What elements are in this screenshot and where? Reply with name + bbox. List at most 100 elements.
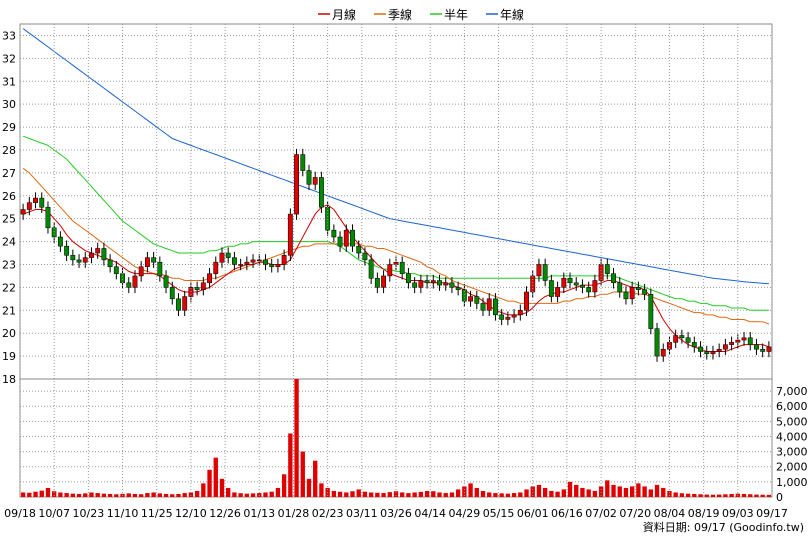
- price-tick-label: 19: [2, 350, 16, 363]
- candle-body: [306, 170, 312, 185]
- price-tick-label: 21: [2, 304, 16, 317]
- volume-bar: [52, 491, 57, 497]
- volume-bar: [505, 493, 511, 497]
- candle-body: [194, 287, 200, 290]
- candle-body: [250, 259, 256, 263]
- price-tick-label: 24: [2, 236, 16, 249]
- volume-bar: [443, 493, 448, 497]
- volume-bar: [499, 493, 504, 497]
- volume-bar: [107, 493, 113, 497]
- x-tick-label: 08/19: [688, 507, 720, 520]
- candle-body: [443, 282, 449, 286]
- candle-body: [468, 296, 474, 302]
- volume-bar: [64, 493, 69, 497]
- candle-body: [76, 259, 82, 263]
- volume-bar: [306, 478, 312, 497]
- volume-bar: [76, 493, 82, 497]
- x-tick-label: 10/23: [73, 507, 105, 520]
- candle-body: [244, 261, 250, 265]
- volume-bar: [524, 489, 529, 497]
- volume-bar: [555, 491, 560, 497]
- volume-bar: [387, 492, 392, 497]
- candle-body: [294, 154, 299, 215]
- candle-body: [238, 264, 244, 266]
- volume-tick-label: 5,000: [776, 415, 808, 428]
- candle-body: [617, 282, 623, 293]
- candle-body: [424, 280, 430, 284]
- candle-body: [660, 348, 666, 357]
- candle-body: [685, 337, 691, 343]
- candle-body: [691, 342, 697, 348]
- candle-body: [499, 314, 505, 320]
- candle-body: [592, 280, 598, 293]
- candle-body: [70, 255, 76, 261]
- candle-body: [89, 252, 94, 258]
- candle-body: [480, 303, 486, 311]
- volume-bar: [300, 451, 305, 497]
- volume-bar: [741, 493, 747, 497]
- volume-bar: [536, 484, 542, 497]
- volume-bar: [238, 493, 243, 497]
- volume-bar: [132, 493, 138, 497]
- volume-bar: [418, 491, 424, 497]
- candle-body: [461, 289, 467, 302]
- candle-body: [343, 229, 349, 247]
- volume-tick-label: 2,000: [776, 461, 808, 474]
- volume-bar: [250, 493, 256, 497]
- candle-body: [64, 245, 70, 256]
- candle-body: [716, 348, 722, 352]
- candle-body: [611, 273, 616, 284]
- volume-bar: [350, 491, 355, 497]
- volume-bar: [20, 492, 26, 497]
- candle-body: [412, 282, 418, 288]
- volume-bar: [685, 493, 691, 497]
- price-tick-label: 32: [2, 52, 16, 65]
- x-tick-label: 09/18: [4, 507, 36, 520]
- candle-body: [263, 259, 268, 265]
- candle-body: [455, 287, 461, 290]
- candle-body: [387, 264, 393, 277]
- volume-tick-label: 1,000: [776, 476, 808, 489]
- x-axis: 09/18 10/07 10/23 11/10 11/25 12/10 12/26 01/13…: [4, 24, 788, 520]
- volume-bar: [207, 469, 212, 497]
- candle-body: [418, 280, 424, 288]
- volume-bar: [406, 493, 411, 497]
- volume-bar: [679, 493, 685, 497]
- volume-bar: [462, 486, 467, 497]
- candle-body: [673, 335, 679, 343]
- volume-bar: [368, 492, 374, 497]
- volume-bar: [754, 494, 759, 497]
- volume-bar: [605, 480, 610, 497]
- volume-bar: [194, 490, 200, 497]
- volume-bar: [114, 494, 119, 497]
- volume-bar: [636, 483, 641, 497]
- candle-body: [437, 280, 442, 286]
- volume-bar: [201, 483, 206, 497]
- volume-bar: [424, 490, 430, 497]
- volume-bar: [455, 489, 461, 497]
- volume-bar: [412, 492, 417, 497]
- volume-tick-label: 0: [776, 491, 783, 504]
- candle-body: [107, 259, 113, 268]
- price-panel: 33 32 31 30 29 28 27 26 25 24 23 22 21 20 19 18: [2, 23, 773, 386]
- candle-body: [517, 310, 523, 316]
- candle-body: [126, 282, 132, 288]
- candle-body: [219, 252, 225, 263]
- x-tick-label: 09/03: [722, 507, 754, 520]
- volume-bar: [170, 494, 175, 497]
- volume-bar: [232, 492, 237, 497]
- candle-body: [729, 342, 735, 345]
- price-tick-label: 26: [2, 190, 16, 203]
- volume-bar: [716, 494, 722, 497]
- candle-body: [511, 314, 517, 318]
- candle-body: [474, 296, 480, 304]
- volume-bar: [530, 486, 535, 497]
- candle-body: [704, 351, 710, 355]
- candle-body: [138, 266, 144, 277]
- x-tick-label: 09/17: [756, 507, 788, 520]
- data-date-source: 資料日期: 09/17 (Goodinfo.tw): [643, 520, 804, 534]
- volume-bar: [89, 492, 94, 497]
- candle-body: [399, 261, 405, 274]
- x-tick-label: 04/29: [449, 507, 481, 520]
- legend-label: 年線: [500, 7, 524, 22]
